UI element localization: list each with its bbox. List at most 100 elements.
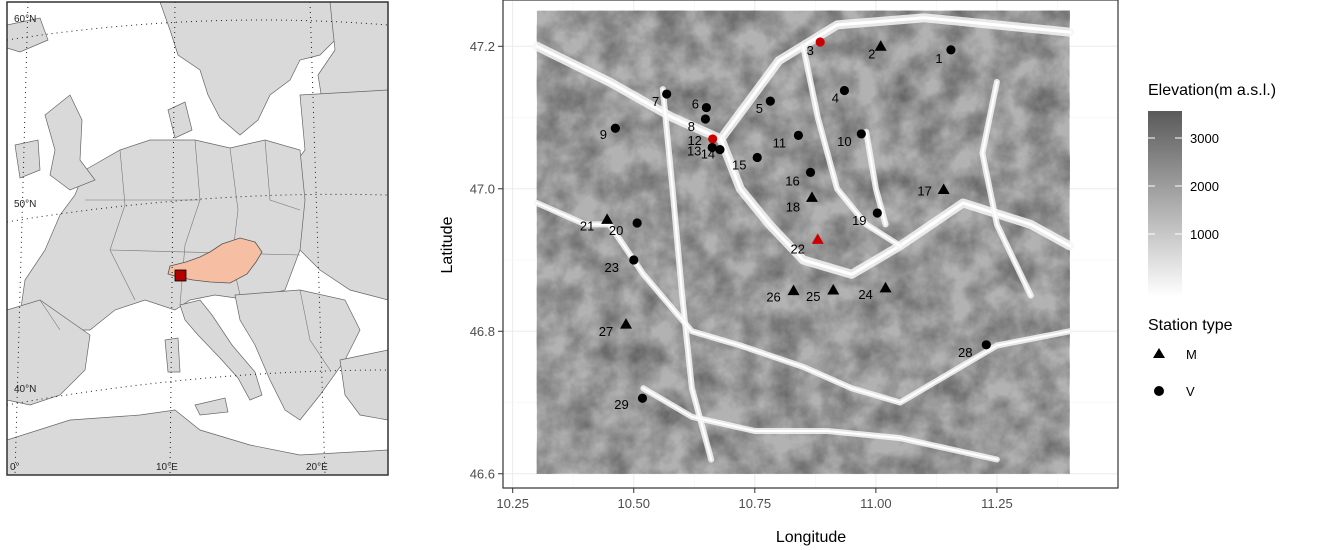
iberia-landmass bbox=[7, 299, 91, 406]
balkans-landmass bbox=[234, 289, 361, 421]
y-axis-title: Latitude bbox=[439, 216, 456, 273]
station-16-label: 16 bbox=[785, 173, 799, 188]
station-20-circle-marker bbox=[632, 218, 642, 228]
great-britain bbox=[44, 94, 96, 191]
label-20e: 20°E bbox=[306, 462, 328, 473]
station-11-circle-marker bbox=[793, 130, 803, 140]
station-25-triangle-marker bbox=[827, 283, 840, 295]
label-0e: 0° bbox=[10, 462, 20, 473]
station-24-triangle-marker bbox=[879, 281, 892, 293]
station-5-label: 5 bbox=[756, 101, 763, 116]
central-europe-landmass bbox=[19, 139, 306, 331]
denmark bbox=[167, 101, 193, 139]
station-13-circle-marker bbox=[707, 142, 717, 153]
valley-core bbox=[535, 202, 611, 226]
elevation-legend: Elevation(m a.s.l.) 3000 2000 1000 bbox=[1148, 82, 1276, 297]
station-29-label: 29 bbox=[614, 397, 628, 412]
valley-core bbox=[642, 387, 998, 461]
station-9-circle-marker bbox=[610, 123, 620, 133]
valley-core bbox=[802, 45, 902, 247]
station-22-label: 22 bbox=[791, 241, 805, 256]
label-40n: 40°N bbox=[14, 384, 36, 395]
station-2-label: 2 bbox=[868, 46, 875, 61]
x-axis-title: Longitude bbox=[776, 529, 846, 546]
plot-panel-frame bbox=[502, 0, 1119, 489]
station-24-label: 24 bbox=[858, 287, 872, 302]
legend-label-v: V bbox=[1186, 384, 1195, 399]
station-17-label: 17 bbox=[917, 184, 931, 199]
main-map: 10.25 10.50 10.75 11.00 11.25 46.6 46.8 47.0 47.… bbox=[439, 0, 1119, 546]
valley-core bbox=[981, 80, 1032, 297]
station-9-label: 9 bbox=[600, 127, 607, 142]
axis-ticks: 10.25 10.50 10.75 11.00 11.25 46.6 46.8 47.0 47.… bbox=[470, 39, 1013, 511]
station-3-circle-marker bbox=[815, 37, 825, 47]
y-tick-label: 46.6 bbox=[470, 466, 495, 481]
legend-label-m: M bbox=[1186, 347, 1197, 362]
station-18-label: 18 bbox=[786, 199, 800, 214]
station-17-triangle-marker bbox=[937, 183, 950, 195]
station-15-label: 15 bbox=[732, 157, 746, 172]
station-20-label: 20 bbox=[609, 223, 623, 238]
station-28-circle-marker bbox=[981, 340, 991, 350]
legend-circle-icon bbox=[1154, 386, 1164, 396]
valley-core bbox=[719, 137, 1072, 276]
station-1-circle-marker bbox=[946, 45, 956, 55]
station-11-label: 11 bbox=[773, 135, 787, 150]
station-8-circle-marker bbox=[700, 114, 711, 124]
turkey-landmass bbox=[339, 349, 388, 421]
station-6-circle-marker bbox=[701, 102, 711, 113]
study-area-marker bbox=[174, 269, 187, 282]
x-tick-label: 11.25 bbox=[981, 496, 1013, 511]
inset-graticule-labels: 60°N 50°N 40°N 0° 10°E 20°E bbox=[10, 14, 328, 473]
station-type-legend-title: Station type bbox=[1148, 317, 1233, 334]
station-22-triangle-marker bbox=[811, 233, 824, 244]
corsica-sardinia bbox=[164, 337, 181, 373]
north-africa-landmass bbox=[7, 409, 388, 475]
inset-map: 60°N 50°N 40°N 0° 10°E 20°E bbox=[6, 1, 389, 476]
station-21-triangle-marker bbox=[601, 213, 614, 224]
station-8-label: 8 bbox=[688, 119, 695, 134]
station-16-circle-marker bbox=[805, 167, 816, 178]
inset-land bbox=[7, 2, 388, 475]
station-5-circle-marker bbox=[765, 96, 775, 106]
valley-network bbox=[532, 13, 1075, 463]
iceland-fragment bbox=[7, 17, 49, 53]
station-27-label: 27 bbox=[599, 324, 613, 339]
station-4-circle-marker bbox=[839, 85, 849, 96]
x-tick-label: 10.75 bbox=[739, 496, 772, 511]
colorbar-label-2000: 2000 bbox=[1190, 179, 1219, 194]
valley-core bbox=[535, 16, 1072, 141]
station-2-triangle-marker bbox=[874, 40, 887, 51]
station-28-label: 28 bbox=[958, 345, 972, 360]
station-12-circle-marker bbox=[708, 134, 718, 144]
sicily bbox=[194, 397, 229, 416]
station-3-label: 3 bbox=[807, 43, 814, 58]
station-6-label: 6 bbox=[692, 97, 699, 112]
valley-core bbox=[865, 130, 887, 226]
station-12-label: 12 bbox=[687, 133, 701, 148]
station-14-label: 14 bbox=[701, 147, 715, 162]
station-13-label: 13 bbox=[687, 143, 701, 158]
station-10-label: 10 bbox=[837, 134, 851, 149]
label-10e: 10°E bbox=[156, 462, 178, 473]
x-tick-label: 11.00 bbox=[860, 496, 892, 511]
station-23-label: 23 bbox=[605, 260, 619, 275]
y-tick-label: 46.8 bbox=[470, 324, 495, 339]
station-18-triangle-marker bbox=[805, 191, 818, 202]
station-1-label: 1 bbox=[935, 51, 942, 66]
station-7-label: 7 bbox=[652, 94, 659, 109]
station-14-circle-marker bbox=[715, 145, 725, 155]
y-tick-label: 47.0 bbox=[470, 181, 495, 196]
station-10-circle-marker bbox=[856, 129, 866, 139]
colorbar-ticks bbox=[1148, 137, 1182, 235]
station-25-label: 25 bbox=[806, 289, 820, 304]
station-27-triangle-marker bbox=[620, 318, 632, 329]
label-50n: 50°N bbox=[14, 199, 36, 210]
station-type-legend: Station type M V bbox=[1148, 317, 1233, 399]
colorbar-label-3000: 3000 bbox=[1190, 131, 1219, 146]
station-19-label: 19 bbox=[852, 213, 866, 228]
x-tick-label: 10.50 bbox=[617, 496, 650, 511]
colorbar-label-1000: 1000 bbox=[1190, 227, 1219, 242]
elevation-colorbar bbox=[1148, 111, 1182, 297]
